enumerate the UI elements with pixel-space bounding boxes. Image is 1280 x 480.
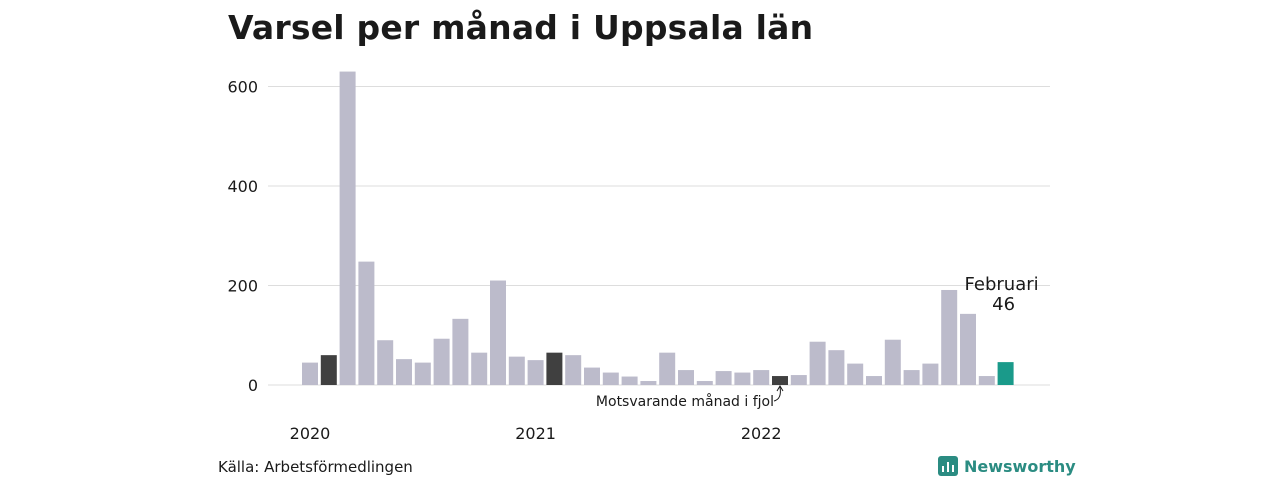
bar	[941, 289, 958, 385]
bar	[659, 352, 676, 385]
y-tick-label: 200	[227, 277, 258, 296]
bar-chart: 0 200 400 600 2020 2021 2022 Motsvarande måna…	[227, 71, 1050, 443]
x-year-label: 2022	[741, 424, 782, 443]
bar-chart-icon	[938, 456, 958, 476]
source-note: Källa: Arbetsförmedlingen	[218, 458, 413, 476]
bar	[433, 338, 450, 385]
bar	[565, 355, 582, 385]
bar	[772, 376, 788, 385]
x-year-label: 2020	[290, 424, 331, 443]
bars	[302, 71, 1014, 385]
chart-title: Varsel per månad i Uppsala län	[228, 8, 814, 47]
highlight-month-label: Februari	[965, 274, 1039, 295]
bar	[884, 339, 901, 385]
bar	[339, 71, 356, 385]
bar	[546, 352, 563, 385]
bar	[866, 376, 882, 385]
bar	[414, 362, 431, 385]
bar	[847, 363, 864, 385]
annotation-arrowhead	[776, 385, 784, 392]
bar	[490, 280, 506, 385]
bar	[715, 371, 732, 385]
bar	[527, 360, 544, 385]
bar	[602, 372, 619, 385]
bar	[678, 370, 694, 385]
bar	[809, 341, 826, 385]
y-tick-label: 400	[227, 177, 258, 196]
brand-logo: Newsworthy	[938, 456, 1076, 476]
bar	[734, 372, 751, 385]
bar	[790, 375, 807, 385]
bar	[377, 340, 394, 385]
bar	[396, 359, 412, 385]
x-axis-year-labels: 2020 2021 2022	[290, 424, 782, 443]
bar	[696, 381, 713, 385]
brand-name: Newsworthy	[964, 456, 1076, 476]
y-axis-ticks: 0 200 400 600	[227, 78, 258, 396]
bar	[471, 352, 488, 385]
bar	[320, 355, 337, 385]
bar	[302, 362, 318, 385]
y-tick-label: 0	[248, 376, 258, 395]
bar	[828, 350, 845, 385]
bar	[997, 362, 1014, 385]
bar	[621, 376, 638, 385]
x-year-label: 2021	[515, 424, 556, 443]
bar	[922, 363, 939, 385]
bar	[978, 376, 995, 385]
annotation-previous-year: Motsvarande månad i fjol	[596, 393, 774, 410]
annotation-arrow	[773, 386, 781, 402]
bar	[508, 356, 525, 385]
bar	[358, 261, 375, 385]
bar	[903, 370, 920, 385]
highlight-value-label: 46	[992, 294, 1015, 315]
bar	[452, 318, 469, 385]
y-tick-label: 600	[227, 78, 258, 97]
bar	[753, 370, 770, 385]
bar	[584, 367, 600, 385]
annotations: Motsvarande månad i fjol Februari 46	[596, 274, 1039, 410]
bar	[640, 381, 657, 385]
bar	[960, 313, 976, 385]
